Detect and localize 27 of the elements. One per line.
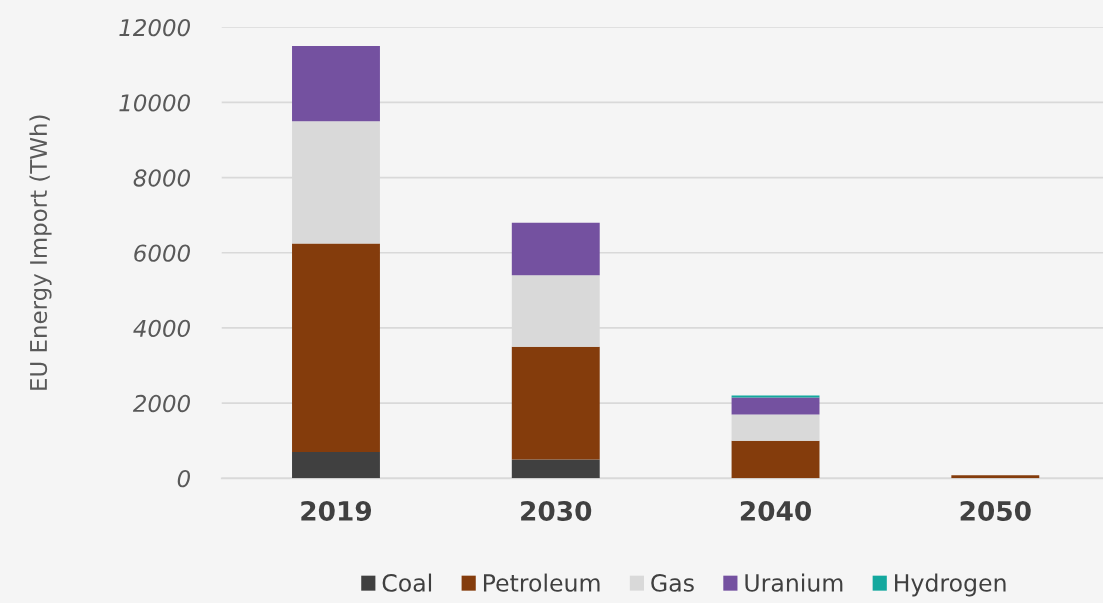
- bar: [731, 397, 820, 415]
- bar: [951, 475, 1040, 479]
- legend-label: Hydrogen: [895, 573, 1006, 597]
- x-tick-label: 2030: [521, 500, 592, 521]
- y-tick-label: 8000: [133, 169, 190, 187]
- y-axis-title: EU Energy Import (TWh): [29, 115, 52, 390]
- bar: [731, 414, 820, 441]
- legend-label: Coal: [382, 573, 432, 592]
- bar: [292, 46, 380, 122]
- y-tick-label: 10000: [119, 94, 190, 112]
- x-tick-label: 2040: [740, 500, 811, 521]
- bar: [511, 222, 600, 276]
- y-tick-label: 6000: [134, 244, 190, 262]
- y-tick-label: 2000: [132, 394, 190, 413]
- bar: [731, 440, 820, 479]
- bar: [511, 346, 600, 460]
- legend-label: Gas: [651, 573, 694, 592]
- bar: [292, 243, 380, 452]
- legend-label: Uranium: [745, 573, 843, 592]
- bar: [292, 451, 380, 479]
- y-tick-label: 0: [177, 470, 190, 488]
- y-tick-label: 4000: [133, 319, 190, 337]
- x-tick-label: 2050: [960, 500, 1031, 521]
- x-tick-label: 2019: [301, 500, 372, 521]
- bar: [511, 459, 600, 479]
- legend-label: Petroleum: [483, 573, 600, 592]
- y-tick-label: 12000: [119, 18, 190, 37]
